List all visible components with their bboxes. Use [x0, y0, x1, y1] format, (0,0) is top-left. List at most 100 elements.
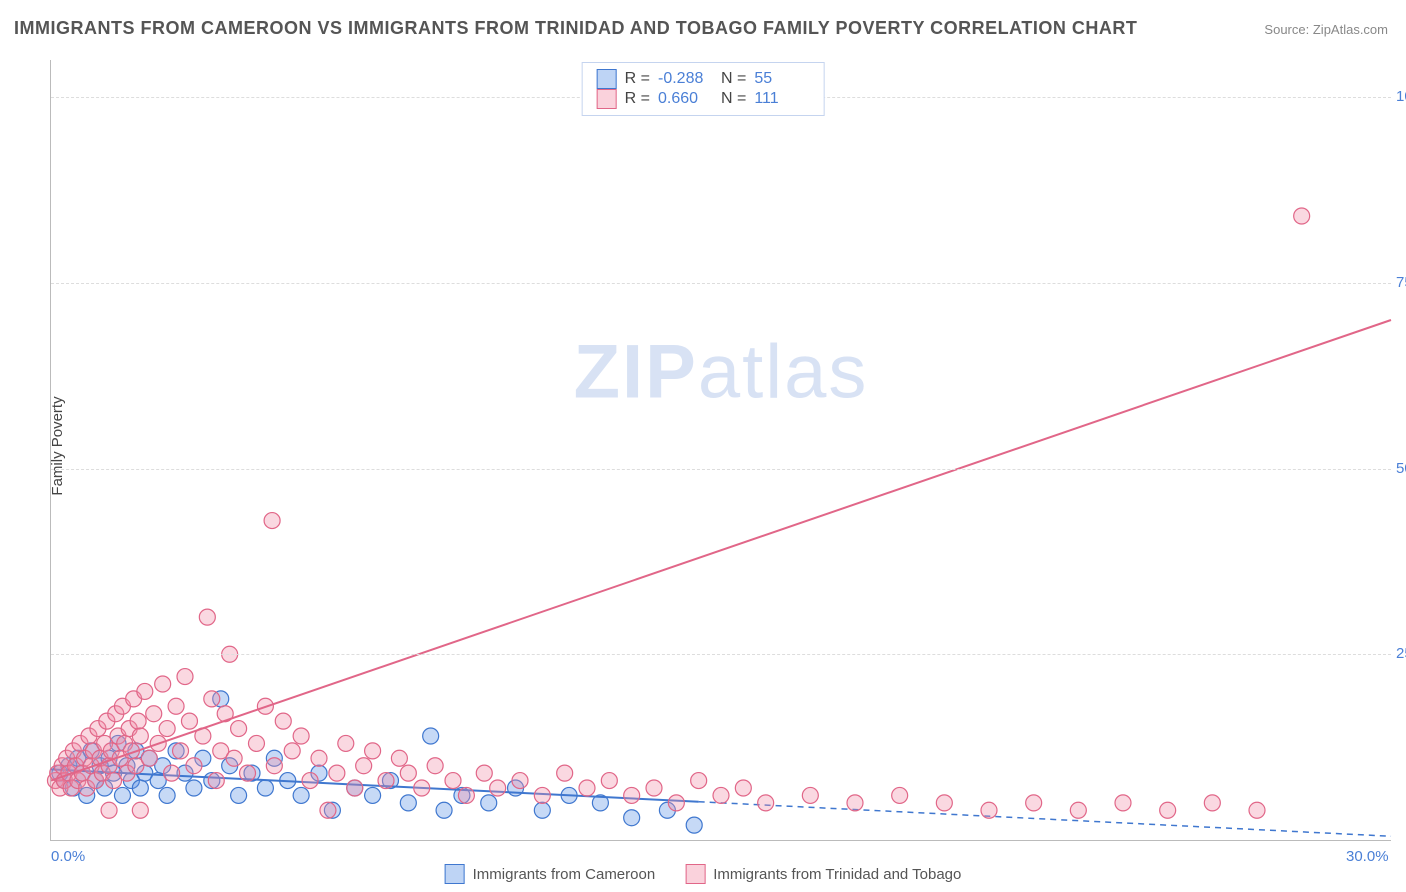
legend-row: R =-0.288N =55 [597, 69, 810, 89]
scatter-point [186, 780, 202, 796]
scatter-point [141, 750, 157, 766]
scatter-point [168, 698, 184, 714]
scatter-point [490, 780, 506, 796]
scatter-point [668, 795, 684, 811]
legend-n-value: 111 [754, 90, 809, 108]
scatter-point [199, 609, 215, 625]
regression-line [51, 320, 1391, 781]
scatter-point [164, 765, 180, 781]
scatter-point [159, 721, 175, 737]
scatter-point [284, 743, 300, 759]
scatter-point [691, 773, 707, 789]
x-tick-label: 0.0% [51, 848, 85, 865]
scatter-point [146, 706, 162, 722]
scatter-point [248, 735, 264, 751]
y-tick-label: 25.0% [1396, 645, 1406, 662]
scatter-point [1160, 802, 1176, 818]
scatter-point [338, 735, 354, 751]
y-tick-label: 50.0% [1396, 460, 1406, 477]
x-tick-label: 30.0% [1346, 848, 1389, 865]
series-name: Immigrants from Cameroon [473, 866, 656, 883]
legend-row: R = 0.660 N = 111 [597, 89, 810, 109]
scatter-point [847, 795, 863, 811]
source-attribution: Source: ZipAtlas.com [1264, 22, 1388, 37]
scatter-point [293, 728, 309, 744]
scatter-point [114, 787, 130, 803]
scatter-point [173, 743, 189, 759]
scatter-point [624, 810, 640, 826]
scatter-point [423, 728, 439, 744]
series-legend: Immigrants from Cameroon Immigrants from … [445, 864, 962, 884]
scatter-point [557, 765, 573, 781]
source-label: Source: [1264, 22, 1309, 37]
scatter-point [132, 802, 148, 818]
scatter-point [132, 728, 148, 744]
scatter-point [208, 773, 224, 789]
legend-r-value: 0.660 [658, 90, 713, 108]
scatter-point [713, 787, 729, 803]
y-tick-label: 75.0% [1396, 274, 1406, 291]
legend-r-label: R = [625, 90, 650, 108]
scatter-point [735, 780, 751, 796]
scatter-point [159, 787, 175, 803]
series-legend-item: Immigrants from Cameroon [445, 864, 656, 884]
scatter-point [130, 713, 146, 729]
legend-swatch [685, 864, 705, 884]
scatter-point [458, 787, 474, 803]
scatter-point [1070, 802, 1086, 818]
legend-r-label: R = [625, 70, 650, 88]
scatter-point [275, 713, 291, 729]
scatter-point [534, 787, 550, 803]
scatter-point [240, 765, 256, 781]
scatter-point [329, 765, 345, 781]
scatter-point [892, 787, 908, 803]
scatter-point [445, 773, 461, 789]
scatter-point [186, 758, 202, 774]
scatter-point [204, 691, 220, 707]
scatter-point [132, 780, 148, 796]
legend-swatch [597, 69, 617, 89]
grid-line [51, 283, 1391, 284]
scatter-point [601, 773, 617, 789]
scatter-point [356, 758, 372, 774]
scatter-point [579, 780, 595, 796]
series-legend-item: Immigrants from Trinidad and Tobago [685, 864, 961, 884]
scatter-point [400, 765, 416, 781]
scatter-point [391, 750, 407, 766]
legend-swatch [445, 864, 465, 884]
scatter-point [624, 787, 640, 803]
scatter-point [427, 758, 443, 774]
scatter-point [257, 780, 273, 796]
scatter-point [181, 713, 197, 729]
scatter-point [264, 513, 280, 529]
scatter-point [481, 795, 497, 811]
scatter-point [686, 817, 702, 833]
scatter-point [802, 787, 818, 803]
scatter-point [365, 743, 381, 759]
legend-n-label: N = [721, 70, 746, 88]
scatter-point [1115, 795, 1131, 811]
scatter-point [1294, 208, 1310, 224]
scatter-point [137, 683, 153, 699]
scatter-point [400, 795, 416, 811]
regression-line-extrapolated [699, 802, 1391, 837]
scatter-point [378, 773, 394, 789]
legend-swatch [597, 89, 617, 109]
scatter-point [177, 669, 193, 685]
scatter-point [231, 721, 247, 737]
source-name: ZipAtlas.com [1313, 22, 1388, 37]
scatter-point [266, 758, 282, 774]
scatter-point [101, 802, 117, 818]
grid-line [51, 654, 1391, 655]
scatter-point [758, 795, 774, 811]
chart-svg [51, 60, 1391, 840]
scatter-point [1249, 802, 1265, 818]
scatter-point [476, 765, 492, 781]
scatter-point [1026, 795, 1042, 811]
series-name: Immigrants from Trinidad and Tobago [713, 866, 961, 883]
chart-title: IMMIGRANTS FROM CAMEROON VS IMMIGRANTS F… [14, 18, 1137, 39]
scatter-point [512, 773, 528, 789]
scatter-point [320, 802, 336, 818]
legend-n-label: N = [721, 90, 746, 108]
scatter-point [1204, 795, 1220, 811]
